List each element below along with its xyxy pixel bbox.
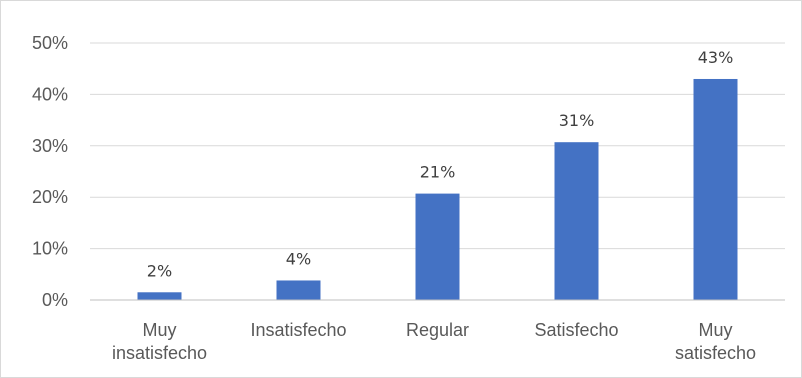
data-label: 43% — [698, 48, 734, 67]
category-label: Regular — [406, 320, 469, 340]
y-tick-label: 40% — [32, 84, 68, 104]
data-label: 31% — [559, 111, 595, 130]
category-label: Muy — [698, 320, 732, 340]
y-tick-label: 0% — [42, 290, 68, 310]
bar — [276, 280, 321, 300]
bar — [137, 292, 182, 300]
y-tick-label: 50% — [32, 33, 68, 53]
bar — [554, 142, 599, 300]
y-tick-label: 30% — [32, 136, 68, 156]
y-tick-label: 10% — [32, 239, 68, 259]
labels: 0% 10% 20% 30% 40% 50% 2% Muy insatisfecho 4% Insa… — [32, 33, 756, 363]
data-label: 2% — [147, 261, 172, 280]
category-label: Insatisfecho — [250, 320, 346, 340]
category-label: insatisfecho — [112, 343, 207, 363]
data-label: 4% — [286, 249, 311, 268]
bar — [693, 78, 738, 300]
category-label: Satisfecho — [534, 320, 618, 340]
bars — [137, 78, 738, 300]
bar — [415, 193, 460, 300]
data-label: 21% — [420, 163, 456, 182]
category-label: satisfecho — [675, 343, 756, 363]
y-tick-label: 20% — [32, 187, 68, 207]
category-label: Muy — [142, 320, 176, 340]
